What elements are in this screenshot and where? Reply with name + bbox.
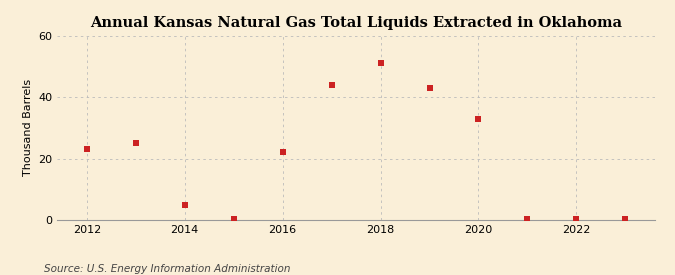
Point [326, 83, 337, 87]
Point [473, 117, 484, 121]
Point [571, 217, 582, 221]
Point [130, 141, 141, 145]
Point [82, 147, 92, 152]
Point [424, 86, 435, 90]
Point [522, 217, 533, 221]
Point [180, 202, 190, 207]
Point [277, 150, 288, 155]
Point [375, 61, 386, 65]
Text: Source: U.S. Energy Information Administration: Source: U.S. Energy Information Administ… [44, 264, 290, 274]
Point [228, 217, 239, 221]
Title: Annual Kansas Natural Gas Total Liquids Extracted in Oklahoma: Annual Kansas Natural Gas Total Liquids … [90, 16, 622, 31]
Point [620, 217, 630, 221]
Y-axis label: Thousand Barrels: Thousand Barrels [23, 79, 33, 177]
